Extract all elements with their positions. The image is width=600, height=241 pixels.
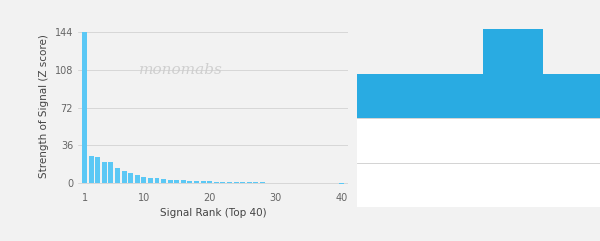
Bar (220, 182, 226, 183)
Text: S score: S score (553, 46, 593, 56)
Text: 7.93: 7.93 (562, 180, 584, 190)
Bar (240, 182, 245, 183)
Text: CD8A: CD8A (430, 91, 458, 101)
Bar (207, 181, 212, 183)
Bar (253, 182, 258, 183)
Text: 25.51: 25.51 (499, 135, 527, 145)
Bar (155, 179, 160, 183)
Bar (339, 183, 344, 184)
Bar (95, 157, 100, 183)
Text: 118.97: 118.97 (556, 91, 590, 101)
Text: COMMD9: COMMD9 (421, 135, 467, 145)
Bar (168, 180, 173, 183)
Text: 24.67: 24.67 (499, 180, 527, 190)
Bar (109, 162, 113, 183)
Y-axis label: Strength of Signal (Z score): Strength of Signal (Z score) (39, 34, 49, 178)
Bar (200, 181, 206, 183)
Text: 144.47: 144.47 (496, 91, 530, 101)
Bar (181, 180, 186, 183)
Bar (142, 177, 146, 183)
Text: 2: 2 (378, 135, 384, 145)
Text: 0.83: 0.83 (562, 135, 584, 145)
Bar (233, 182, 239, 183)
Bar (89, 156, 94, 183)
Text: monomabs: monomabs (139, 63, 223, 77)
Bar (148, 178, 153, 183)
Text: Rank: Rank (367, 46, 395, 56)
Bar (227, 182, 232, 183)
X-axis label: Signal Rank (Top 40): Signal Rank (Top 40) (160, 208, 266, 218)
Text: Protein: Protein (424, 46, 464, 56)
Bar (128, 173, 133, 183)
Bar (102, 162, 107, 183)
Bar (194, 181, 199, 183)
Bar (82, 32, 87, 183)
Bar (161, 179, 166, 183)
Bar (175, 180, 179, 183)
Bar (247, 182, 251, 183)
Bar (187, 181, 193, 183)
Text: 3: 3 (378, 180, 384, 190)
Bar (260, 182, 265, 183)
Text: EHHADH: EHHADH (423, 180, 465, 190)
Bar (115, 168, 120, 183)
Bar (122, 171, 127, 183)
Text: Z score: Z score (493, 46, 533, 56)
Text: 1: 1 (378, 91, 384, 101)
Bar (214, 181, 219, 183)
Bar (135, 175, 140, 183)
